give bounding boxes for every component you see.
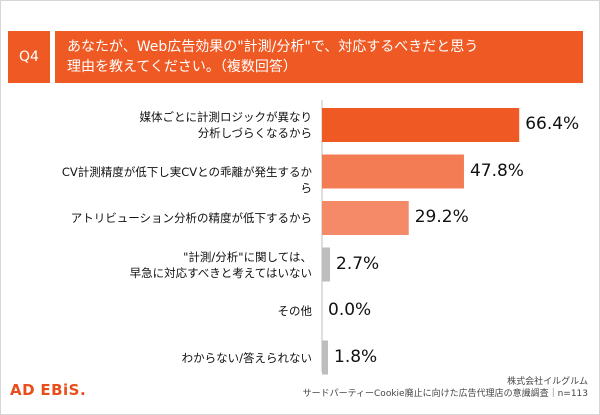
bar-3 — [322, 201, 409, 235]
source-credit: 株式会社イルグルム サードパーティーCookie廃止に向けた広告代理店の意識調査… — [303, 376, 588, 400]
bar-6 — [322, 340, 328, 375]
bar-4 — [322, 247, 331, 282]
category-label-2: CV計測精度が低下し実CVとの乖離が発生するから — [61, 164, 312, 195]
value-label-2: 47.8% — [469, 160, 524, 181]
logo-ebis-text: EBiS. — [40, 381, 87, 399]
category-label-4: "計測/分析"に関しては、 早急に対応すべきと考えてはいない — [129, 249, 312, 280]
category-label-5: その他 — [277, 304, 313, 318]
bar-2 — [322, 154, 464, 189]
value-label-4: 2.7% — [336, 253, 380, 274]
question-title: あなたが、Web広告効果の"計測/分析"で、対応するべきだと思う 理由を教えてく… — [55, 31, 583, 83]
question-badge: Q4 — [8, 31, 50, 83]
value-label-5: 0.0% — [328, 300, 372, 320]
category-label-1: 媒体ごとに計測ロジックが異なり 分析しづらくなるから — [139, 110, 313, 140]
value-label-3: 29.2% — [414, 207, 469, 227]
question-line-1: あなたが、Web広告効果の"計測/分析"で、対応するべきだと思う — [67, 39, 479, 55]
category-label-6: わからない/答えられない — [181, 350, 312, 365]
bar-1 — [322, 108, 520, 142]
logo-ad-text: AD — [10, 381, 36, 399]
adebis-logo: AD EBiS. — [10, 381, 86, 399]
question-line-2: 理由を教えてください。（複数回答） — [67, 59, 297, 75]
value-label-1: 66.4% — [525, 114, 580, 134]
category-label-3: アトリビューション分析の精度が低下するから — [70, 211, 312, 225]
value-label-6: 1.8% — [334, 346, 378, 367]
credit-survey: サードパーティーCookie廃止に向けた広告代理店の意識調査｜n=113 — [302, 389, 588, 399]
credit-company: 株式会社イルグルム — [507, 377, 588, 387]
